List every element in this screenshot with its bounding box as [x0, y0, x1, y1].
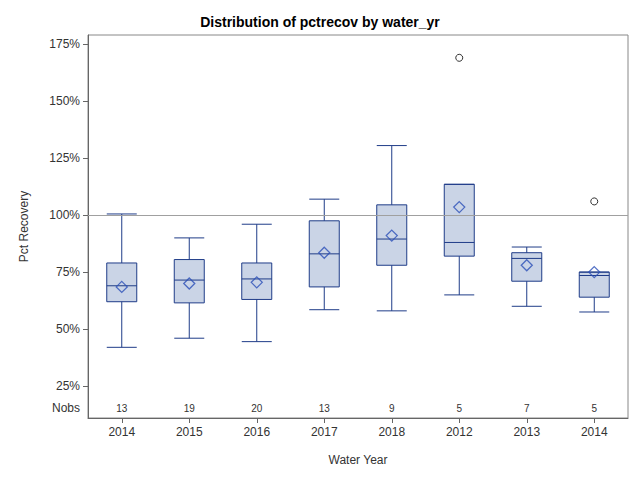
svg-text:7: 7 — [524, 403, 530, 414]
svg-text:13: 13 — [319, 403, 331, 414]
svg-text:175%: 175% — [49, 37, 80, 51]
svg-text:2018: 2018 — [378, 425, 405, 439]
svg-text:75%: 75% — [56, 265, 80, 279]
svg-text:2012: 2012 — [446, 425, 473, 439]
svg-text:5: 5 — [456, 403, 462, 414]
svg-text:2014: 2014 — [581, 425, 608, 439]
svg-text:2013: 2013 — [513, 425, 540, 439]
svg-text:Water Year: Water Year — [329, 453, 388, 467]
svg-text:2016: 2016 — [243, 425, 270, 439]
svg-text:2015: 2015 — [176, 425, 203, 439]
svg-text:20: 20 — [251, 403, 263, 414]
svg-text:2017: 2017 — [311, 425, 338, 439]
svg-text:2014: 2014 — [108, 425, 135, 439]
svg-text:25%: 25% — [56, 379, 80, 393]
svg-text:5: 5 — [591, 403, 597, 414]
svg-text:19: 19 — [184, 403, 196, 414]
svg-text:100%: 100% — [49, 208, 80, 222]
svg-text:150%: 150% — [49, 94, 80, 108]
svg-text:Pct Recovery: Pct Recovery — [17, 191, 31, 262]
svg-text:13: 13 — [116, 403, 128, 414]
svg-text:125%: 125% — [49, 151, 80, 165]
svg-text:9: 9 — [389, 403, 395, 414]
svg-text:Distribution of pctrecov by wa: Distribution of pctrecov by water_yr — [200, 14, 440, 30]
svg-text:50%: 50% — [56, 322, 80, 336]
svg-text:Nobs: Nobs — [52, 401, 80, 415]
